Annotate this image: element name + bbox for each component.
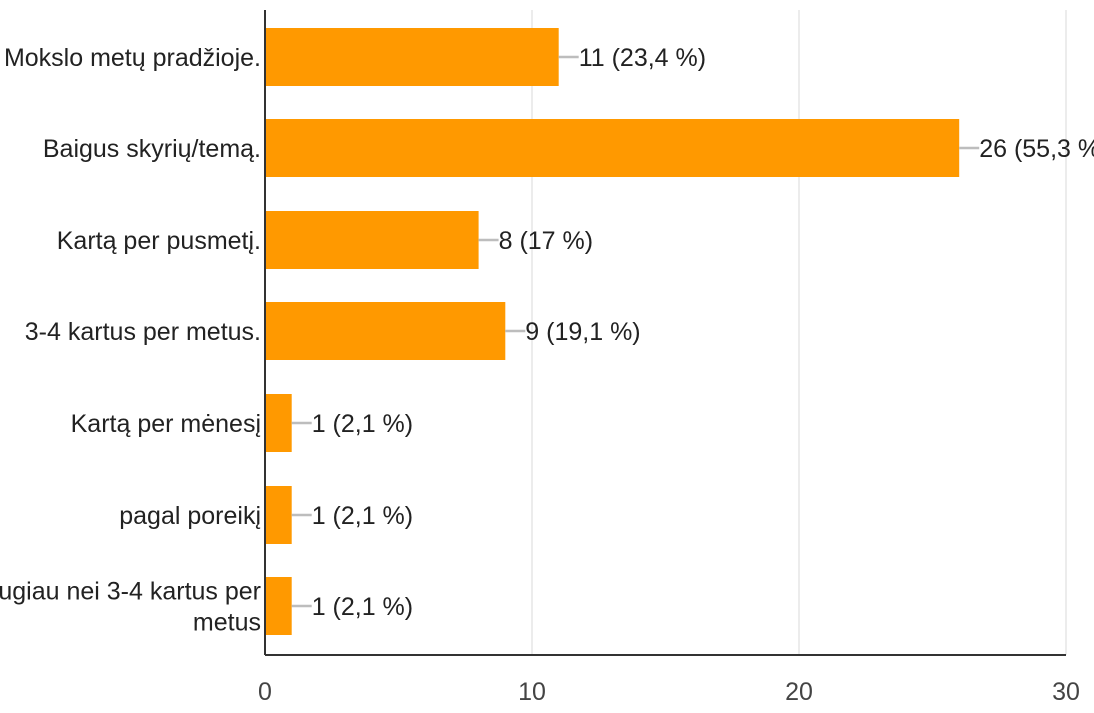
- category-label-line: Kartą per pusmetį.: [57, 227, 261, 255]
- bar-3: [265, 302, 506, 360]
- bar-1: [265, 119, 960, 177]
- data-label-5: 1 (2,1 %): [312, 502, 413, 530]
- category-label-4: Kartą per mėnesį: [71, 410, 261, 438]
- category-label-line: metus: [193, 609, 261, 637]
- bar-2: [265, 211, 479, 269]
- category-label-3: 3-4 kartus per metus.: [25, 318, 261, 346]
- axes: [264, 10, 1066, 656]
- category-label-0: Mokslo metų pradžioje.: [4, 44, 261, 72]
- x-tick-label-10: 10: [518, 678, 546, 706]
- gridlines: [531, 10, 1067, 655]
- bars: [265, 28, 980, 635]
- data-label-0: 11 (23,4 %): [579, 44, 706, 72]
- data-label-6: 1 (2,1 %): [312, 593, 413, 621]
- category-label-line: Daugiau nei 3-4 kartus per: [0, 578, 261, 606]
- category-label-line: Mokslo metų pradžioje.: [4, 44, 261, 72]
- bar-6: [265, 577, 292, 635]
- bar-0: [265, 28, 559, 86]
- x-tick-label-20: 20: [785, 678, 813, 706]
- category-label-line: pagal poreikį: [119, 502, 261, 530]
- category-label-line: Baigus skyrių/temą.: [43, 135, 261, 163]
- labels: 0 10 20 30 11 (23,4 %) Mokslo metų pradžioje.…: [0, 44, 1094, 706]
- category-label-5: pagal poreikį: [119, 502, 261, 530]
- data-label-3: 9 (19,1 %): [525, 318, 640, 346]
- data-label-4: 1 (2,1 %): [312, 410, 413, 438]
- x-tick-label-30: 30: [1052, 678, 1080, 706]
- x-tick-label-0: 0: [258, 678, 272, 706]
- data-label-1: 26 (55,3 %): [979, 135, 1094, 163]
- data-label-2: 8 (17 %): [499, 227, 593, 255]
- bar-5: [265, 486, 292, 544]
- category-label-6: Daugiau nei 3-4 kartus per metus: [0, 578, 261, 637]
- category-label-line: Kartą per mėnesį: [71, 410, 261, 438]
- bar-4: [265, 394, 292, 452]
- category-label-1: Baigus skyrių/temą.: [43, 135, 261, 163]
- category-label-2: Kartą per pusmetį.: [57, 227, 261, 255]
- category-label-line: 3-4 kartus per metus.: [25, 318, 261, 346]
